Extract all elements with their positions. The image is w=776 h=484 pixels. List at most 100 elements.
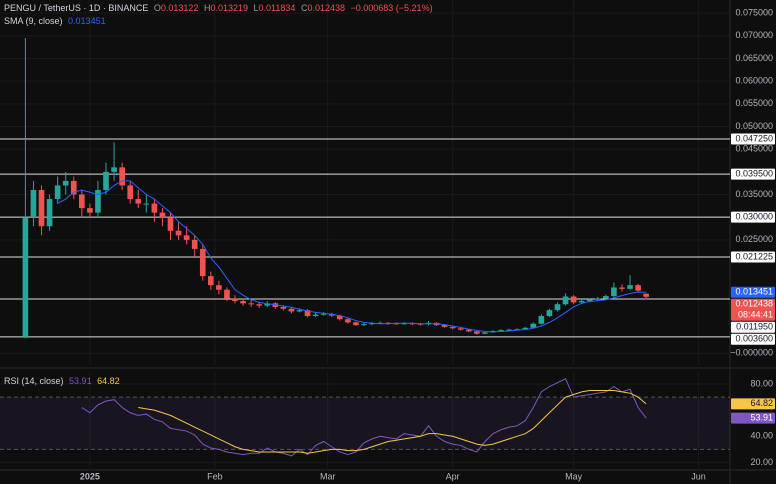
- candle-body: [46, 199, 53, 227]
- y-tick-label: 0.045000: [735, 144, 773, 154]
- candle-body: [232, 298, 238, 302]
- candle-body: [320, 313, 327, 315]
- candle-body: [353, 322, 359, 326]
- level-label-box: [731, 251, 775, 263]
- level-label: 0.011950: [736, 322, 773, 332]
- ohlc-letter: L: [253, 3, 259, 13]
- y-tick-label: 0.050000: [735, 121, 773, 131]
- candle-body: [38, 189, 45, 227]
- y-tick-label: 0.070000: [735, 30, 773, 40]
- rsi-last-box: [731, 398, 775, 410]
- candle-body: [594, 298, 601, 300]
- price-last-label-box: [731, 298, 775, 321]
- y-tick-label: −0.000000: [730, 348, 773, 358]
- candle-body: [449, 326, 456, 329]
- candle-body: [240, 301, 246, 304]
- candle-body: [506, 329, 512, 331]
- rsi-band: [0, 397, 730, 450]
- candle-body: [135, 199, 142, 204]
- ohlc-value: 0.012438: [307, 3, 345, 13]
- candle-body: [103, 171, 109, 190]
- candle-body: [538, 316, 545, 324]
- level-label: 0.047250: [735, 133, 773, 143]
- candle-body: [457, 328, 464, 330]
- candle-body: [183, 235, 190, 240]
- candle-body: [296, 310, 303, 312]
- price-last-label: 08:44:41: [738, 310, 773, 320]
- level-label: 0.021225: [735, 251, 773, 261]
- level-label-box: [731, 133, 775, 145]
- candle-body: [70, 180, 77, 195]
- level-label: 0.003600: [735, 334, 773, 344]
- candle-body: [95, 189, 101, 213]
- candle-body: [441, 325, 448, 327]
- y-tick-label: 0.065000: [735, 53, 773, 63]
- candle-body: [522, 327, 529, 330]
- rsi-last-label: 64.82: [750, 398, 773, 408]
- candle-body: [167, 217, 174, 231]
- rsi-line: [81, 378, 647, 457]
- level-label-box: [731, 333, 775, 345]
- y-tick-label: 0.035000: [735, 189, 773, 199]
- rsi-last-box: [731, 412, 775, 424]
- sma-last-label-box: [731, 286, 775, 298]
- candle-body: [465, 329, 472, 332]
- candle-body: [207, 276, 214, 286]
- candle-body: [570, 296, 577, 303]
- rsi-title: RSI (14, close): [4, 376, 64, 386]
- y-tick-label: 80.00: [750, 378, 773, 388]
- x-tick-label: Jun: [691, 471, 706, 481]
- candle-body: [562, 296, 569, 305]
- rsi-value: 53.91: [69, 376, 92, 386]
- candle-body: [143, 203, 150, 205]
- candle-body: [280, 306, 287, 309]
- candle-body: [619, 287, 625, 289]
- change-label: −0.000683 (−5.21%): [350, 3, 433, 13]
- rsi-header: RSI (14, close) 53.91 64.82: [4, 376, 123, 386]
- candle-body: [224, 289, 230, 299]
- candle-body: [546, 310, 553, 317]
- candle-body: [530, 323, 537, 328]
- level-label-box: [731, 321, 775, 333]
- x-tick-label: Mar: [320, 471, 336, 481]
- candle-body: [586, 299, 593, 302]
- y-tick-label: 0.025000: [735, 234, 773, 244]
- candle-body: [578, 301, 585, 303]
- candle-body: [127, 185, 134, 200]
- candle-body: [345, 319, 351, 323]
- candle-body: [474, 331, 480, 334]
- candle-body: [603, 296, 609, 299]
- candle-body: [216, 285, 222, 290]
- y-tick-label: 0.055000: [735, 98, 773, 108]
- candle-body: [175, 230, 182, 236]
- candle-body: [62, 180, 69, 186]
- level-label: 0.039500: [735, 168, 773, 178]
- ohlc-letter: O: [153, 3, 161, 13]
- candle-body: [304, 310, 311, 317]
- sma-header: SMA (9, close) 0.013451: [4, 16, 109, 26]
- x-tick-label: Apr: [446, 471, 460, 481]
- x-tick-label: Feb: [207, 471, 223, 481]
- candle-body: [288, 308, 295, 312]
- level-label-box: [731, 168, 775, 180]
- rsi-last-label: 53.91: [750, 412, 773, 422]
- y-tick-label: 40.00: [750, 431, 773, 441]
- level-label-box: [731, 211, 775, 223]
- candle-body: [264, 303, 271, 306]
- price-last-label: 0.012438: [735, 299, 773, 309]
- candle-body: [336, 315, 343, 320]
- candle-body: [119, 167, 125, 186]
- rsi-ma-value: 64.82: [97, 376, 120, 386]
- y-tick-label: 0.060000: [735, 76, 773, 86]
- sma-name: SMA (9, close): [4, 16, 63, 26]
- candle-body: [191, 239, 198, 249]
- rsi-line: [138, 390, 647, 454]
- candle-body: [199, 248, 206, 277]
- candle-body: [30, 189, 37, 218]
- symbol-title: PENGU / TetherUS · 1D · BINANCE: [4, 3, 149, 13]
- candle-body: [627, 285, 633, 289]
- candle-body: [498, 330, 504, 332]
- candle-body: [643, 293, 649, 297]
- level-label: 0.030000: [735, 212, 773, 222]
